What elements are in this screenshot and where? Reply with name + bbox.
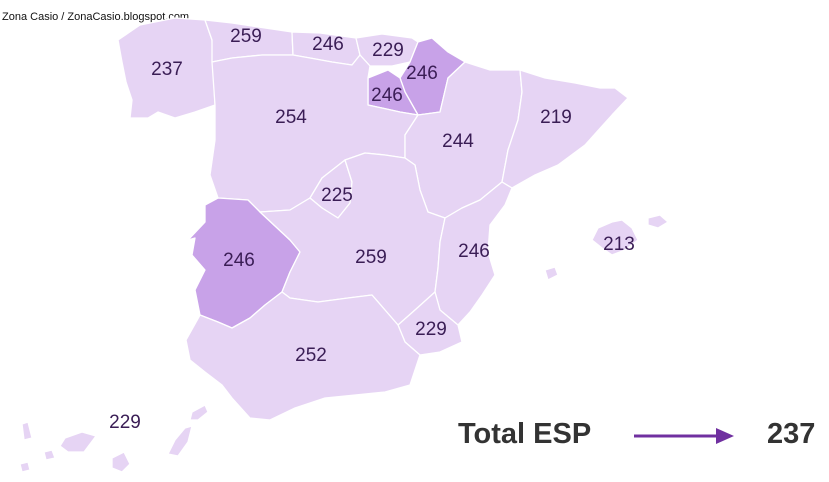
label-aragon: 244: [442, 131, 474, 152]
label-pais-vasco: 229: [372, 40, 404, 61]
region-andalucia[interactable]: [185, 291, 421, 421]
region-canarias-fuerteventura[interactable]: [167, 425, 193, 457]
region-galicia[interactable]: [117, 17, 216, 119]
label-valencia: 246: [458, 241, 490, 262]
region-canarias-grancanaria[interactable]: [111, 451, 131, 473]
label-canarias: 229: [109, 412, 141, 433]
region-canarias-gomera[interactable]: [43, 449, 56, 461]
region-baleares-mallorca[interactable]: [591, 219, 639, 256]
label-cantabria: 246: [312, 34, 344, 55]
total-label: Total ESP: [458, 418, 592, 450]
label-castilla-mancha: 259: [355, 247, 387, 268]
total-value: 237: [767, 418, 816, 450]
label-cataluna: 219: [540, 107, 572, 128]
label-extremadura: 246: [223, 250, 255, 271]
region-valencia[interactable]: [434, 181, 513, 326]
arrow-right-icon: [634, 428, 734, 444]
region-canarias-tenerife[interactable]: [59, 431, 97, 453]
region-cataluna[interactable]: [501, 69, 629, 189]
map-credit: Zona Casio / ZonaCasio.blogspot.com: [2, 11, 190, 23]
label-murcia: 229: [415, 319, 447, 340]
region-baleares-menorca[interactable]: [647, 214, 669, 229]
label-castilla-leon: 254: [275, 107, 307, 128]
region-canarias-hierro[interactable]: [19, 461, 31, 473]
label-andalucia: 252: [295, 345, 327, 366]
label-galicia: 237: [151, 59, 183, 80]
region-canarias-lapalma[interactable]: [21, 421, 33, 441]
label-baleares: 213: [603, 234, 635, 255]
label-navarra: 246: [406, 63, 438, 84]
label-madrid: 225: [321, 185, 353, 206]
label-asturias: 259: [230, 26, 262, 47]
region-canarias-lanzarote[interactable]: [189, 404, 209, 421]
region-baleares-ibiza[interactable]: [544, 266, 559, 281]
label-la-rioja: 246: [371, 85, 403, 106]
